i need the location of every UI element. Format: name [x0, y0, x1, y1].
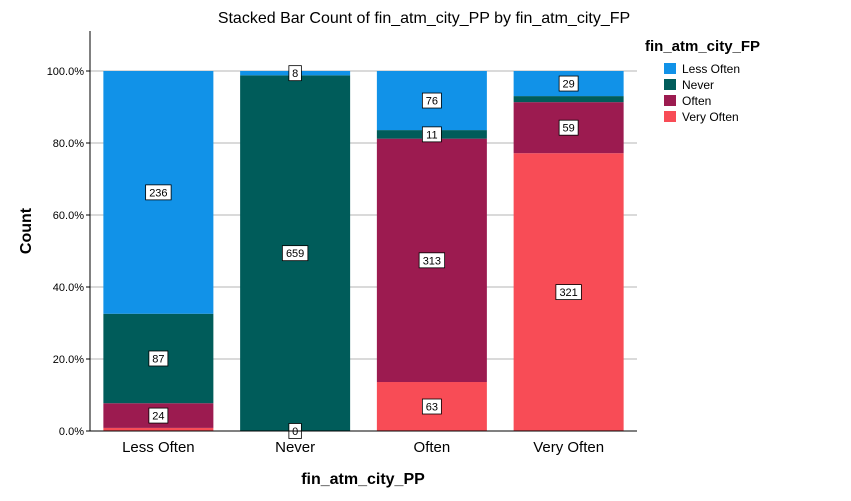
data-label-box: [145, 184, 172, 201]
x-axis-title: fin_atm_city_PP: [301, 471, 425, 488]
data-label: 236: [149, 187, 167, 199]
legend: fin_atm_city_FP Less Often Never Often Very…: [645, 38, 760, 124]
data-label: 29: [563, 79, 575, 91]
data-label-box: [421, 126, 442, 143]
data-label-box: [421, 398, 442, 415]
chart-title: Stacked Bar Count of fin_atm_city_PP by …: [218, 10, 630, 27]
data-label: 87: [152, 353, 164, 365]
data-labels: 24 87 236 0 659 8 63 313 11 76 321 59 29: [145, 65, 582, 439]
x-tick-label: Very Often: [533, 439, 604, 456]
y-tick-label: 40.0%: [53, 282, 84, 294]
y-axis-title: Count: [18, 207, 35, 254]
data-label-box: [558, 75, 579, 92]
legend-label: Often: [682, 94, 711, 108]
x-tick-label: Often: [414, 439, 451, 456]
data-label: 321: [559, 287, 577, 299]
legend-label: Less Often: [682, 62, 740, 76]
data-label: 59: [563, 123, 575, 135]
legend-title: fin_atm_city_FP: [645, 38, 760, 55]
data-label: 8: [292, 68, 298, 80]
y-tick-label: 0.0%: [59, 426, 84, 438]
data-label-box: [148, 407, 169, 424]
y-tick-label: 80.0%: [53, 138, 84, 150]
y-tick-label: 20.0%: [53, 354, 84, 366]
axes: 0.0% 20.0% 40.0% 60.0% 80.0% 100.0% Less Often…: [47, 31, 637, 456]
data-label-box: [418, 252, 446, 269]
legend-label: Never: [682, 78, 714, 92]
data-label-box: [281, 245, 309, 262]
data-label: 659: [286, 248, 304, 260]
data-label-box: [288, 65, 302, 82]
x-tick-label: Less Often: [122, 439, 195, 456]
data-label: 313: [423, 255, 441, 267]
data-label: 24: [152, 411, 164, 423]
data-label-box: [555, 284, 582, 301]
x-tick-label: Never: [275, 439, 315, 456]
legend-swatch: [664, 95, 676, 106]
data-label: 0: [292, 426, 298, 438]
data-label-box: [558, 119, 579, 136]
data-label: 63: [426, 402, 438, 414]
data-label: 76: [426, 96, 438, 108]
data-label: 11: [426, 129, 437, 141]
legend-label: Very Often: [682, 110, 739, 124]
bars: [103, 71, 624, 431]
bar-segment: [513, 96, 624, 103]
y-tick-label: 60.0%: [53, 210, 84, 222]
legend-swatch: [664, 63, 676, 74]
data-label-box: [421, 92, 442, 109]
y-tick-label: 100.0%: [47, 66, 85, 78]
bar-segment: [103, 427, 214, 431]
legend-swatch: [664, 111, 676, 122]
data-label-box: [148, 350, 169, 367]
legend-swatch: [664, 79, 676, 90]
